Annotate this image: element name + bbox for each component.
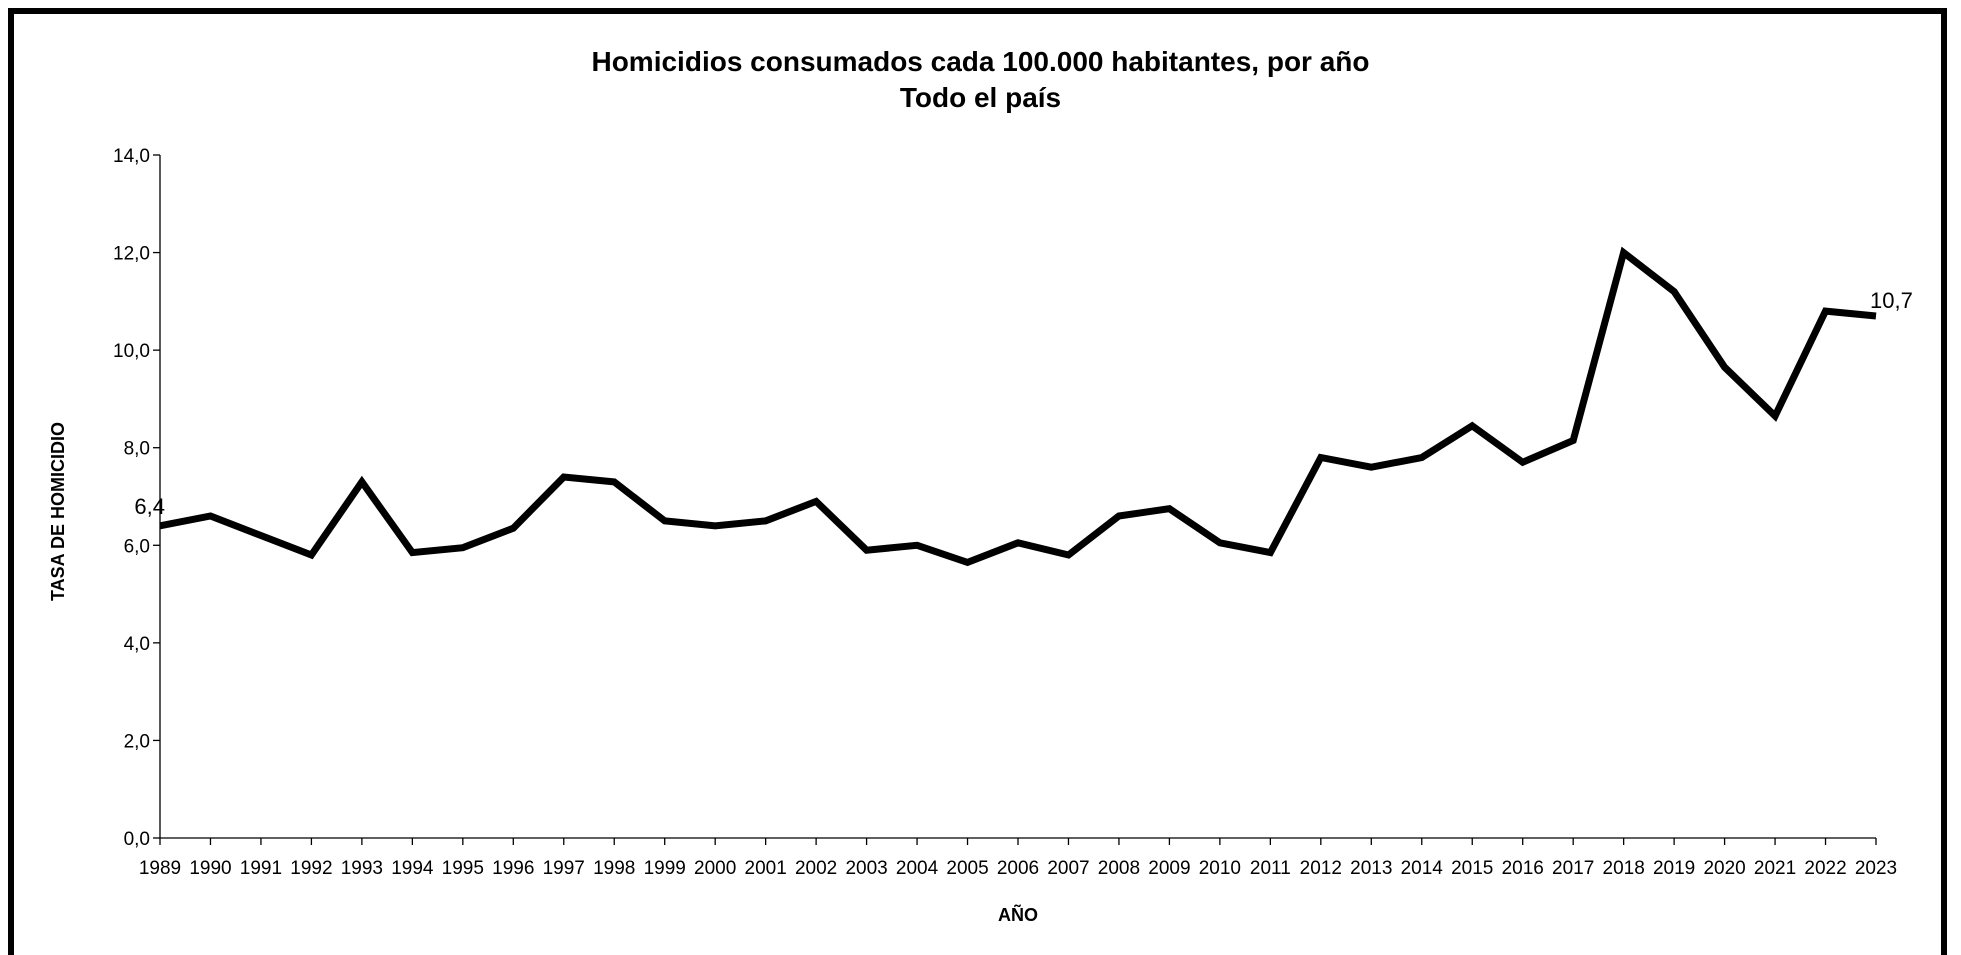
x-tick-label: 2004 xyxy=(896,858,939,879)
x-tick-label: 2018 xyxy=(1603,858,1645,879)
x-tick-label: 2016 xyxy=(1502,858,1544,879)
axes xyxy=(159,155,1876,839)
x-tick-label: 1999 xyxy=(644,858,686,879)
x-tick-label: 2021 xyxy=(1754,858,1796,879)
y-tick-label: 12,0 xyxy=(113,244,150,265)
y-tick-label: 6,0 xyxy=(124,536,150,557)
chart-frame xyxy=(8,8,1947,955)
x-tick-label: 1994 xyxy=(391,858,434,879)
x-tick-label: 2005 xyxy=(946,858,988,879)
chart-title: Homicidios consumados cada 100.000 habit… xyxy=(591,46,1370,77)
y-tick-label: 4,0 xyxy=(124,634,150,655)
x-tick-label: 2009 xyxy=(1148,858,1190,879)
y-tick-label: 10,0 xyxy=(113,341,150,362)
x-tick-label: 1995 xyxy=(442,858,484,879)
x-tick-label: 2013 xyxy=(1350,858,1392,879)
y-axis-ticks: 0,0 2,0 4,0 6,0 8,0 10,0 12,0 14,0 xyxy=(113,146,160,850)
x-tick-label: 1989 xyxy=(139,858,181,879)
x-tick-label: 2014 xyxy=(1401,858,1444,879)
x-tick-label: 2006 xyxy=(997,858,1039,879)
x-tick-label: 1991 xyxy=(240,858,282,879)
y-tick-label: 8,0 xyxy=(124,439,150,460)
x-tick-label: 1990 xyxy=(189,858,231,879)
data-label: 10,7 xyxy=(1870,288,1913,313)
x-tick-label: 2015 xyxy=(1451,858,1493,879)
x-tick-label: 2010 xyxy=(1199,858,1241,879)
x-tick-label: 2000 xyxy=(694,858,736,879)
chart-subtitle: Todo el país xyxy=(899,82,1062,113)
y-axis-title: TASA DE HOMICIDIO xyxy=(48,422,68,601)
x-tick-label: 2012 xyxy=(1300,858,1342,879)
x-tick-label: 2022 xyxy=(1804,858,1846,879)
x-tick-label: 2001 xyxy=(745,858,787,879)
x-tick-label: 2011 xyxy=(1250,858,1291,879)
x-tick-label: 2017 xyxy=(1552,858,1594,879)
x-tick-label: 2019 xyxy=(1653,858,1695,879)
data-labels: 6,4 10,7 xyxy=(134,288,1912,519)
y-tick-label: 2,0 xyxy=(124,731,150,752)
x-tick-label: 2002 xyxy=(795,858,837,879)
x-tick-label: 1998 xyxy=(593,858,635,879)
x-axis-ticks: 1989 1990 1991 1992 1993 1994 1995 1996 1997 1998… xyxy=(139,838,1897,879)
series-group xyxy=(159,246,1877,567)
x-tick-label: 2023 xyxy=(1855,858,1897,879)
series-line xyxy=(159,246,1877,567)
x-tick-label: 2008 xyxy=(1098,858,1140,879)
x-tick-label: 2020 xyxy=(1703,858,1745,879)
y-tick-label: 0,0 xyxy=(124,829,150,850)
data-label: 6,4 xyxy=(134,494,165,519)
y-tick-label: 14,0 xyxy=(113,146,150,167)
x-tick-label: 2007 xyxy=(1047,858,1089,879)
x-tick-label: 1993 xyxy=(341,858,383,879)
x-tick-label: 1992 xyxy=(290,858,332,879)
x-tick-label: 1997 xyxy=(543,858,585,879)
x-tick-label: 1996 xyxy=(492,858,534,879)
x-tick-label: 2003 xyxy=(845,858,887,879)
x-axis-title: AÑO xyxy=(998,904,1038,925)
